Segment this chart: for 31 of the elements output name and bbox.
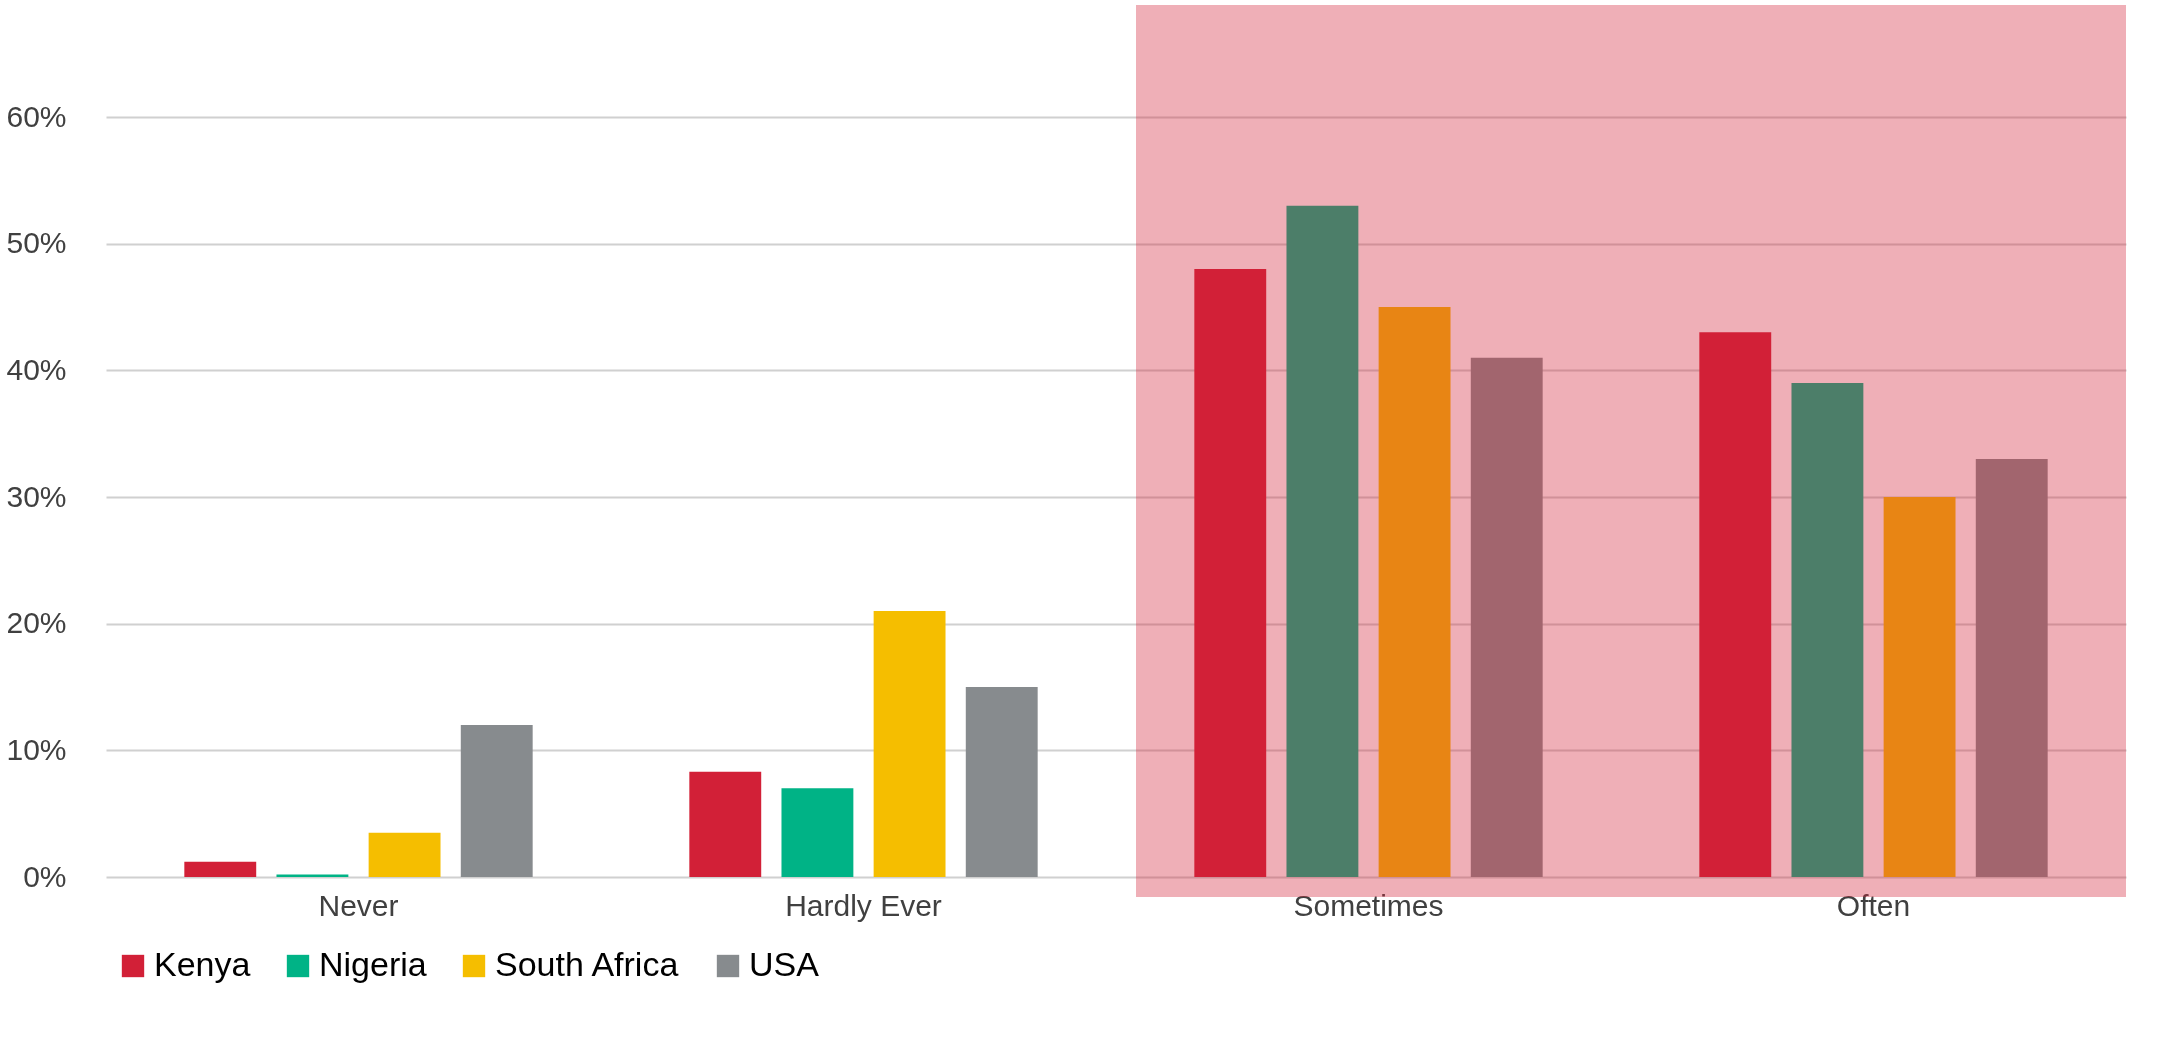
y-tick-label: 30%	[6, 479, 67, 513]
y-tick-label: 40%	[6, 352, 67, 386]
legend-label: USA	[749, 945, 820, 983]
y-tick-label: 60%	[6, 99, 67, 133]
bar	[965, 687, 1038, 877]
x-tick-label: Often	[1836, 888, 1911, 922]
legend-label: Kenya	[154, 945, 251, 983]
legend-label: South Africa	[495, 945, 679, 983]
bar	[1194, 269, 1267, 877]
bar	[460, 725, 533, 877]
bar	[781, 788, 854, 877]
x-tick-label: Hardly Ever	[785, 888, 942, 922]
y-tick-label: 20%	[6, 606, 67, 640]
x-tick-label: Sometimes	[1293, 888, 1444, 922]
x-tick-label: Never	[318, 888, 399, 922]
bar	[689, 771, 762, 877]
bar	[873, 611, 946, 877]
bar	[1470, 357, 1543, 877]
y-tick-label: 0%	[23, 859, 67, 893]
bar	[1699, 332, 1772, 877]
legend-label: Nigeria	[319, 945, 427, 983]
y-tick-label: 10%	[6, 732, 67, 766]
bar	[184, 861, 257, 877]
bar	[1378, 307, 1451, 877]
bar	[1791, 383, 1864, 877]
bar	[1975, 459, 2048, 877]
bar	[368, 832, 441, 877]
y-tick-label: 50%	[6, 226, 67, 260]
bar	[1883, 497, 1956, 877]
bar	[1286, 205, 1359, 877]
bar	[276, 874, 349, 877]
